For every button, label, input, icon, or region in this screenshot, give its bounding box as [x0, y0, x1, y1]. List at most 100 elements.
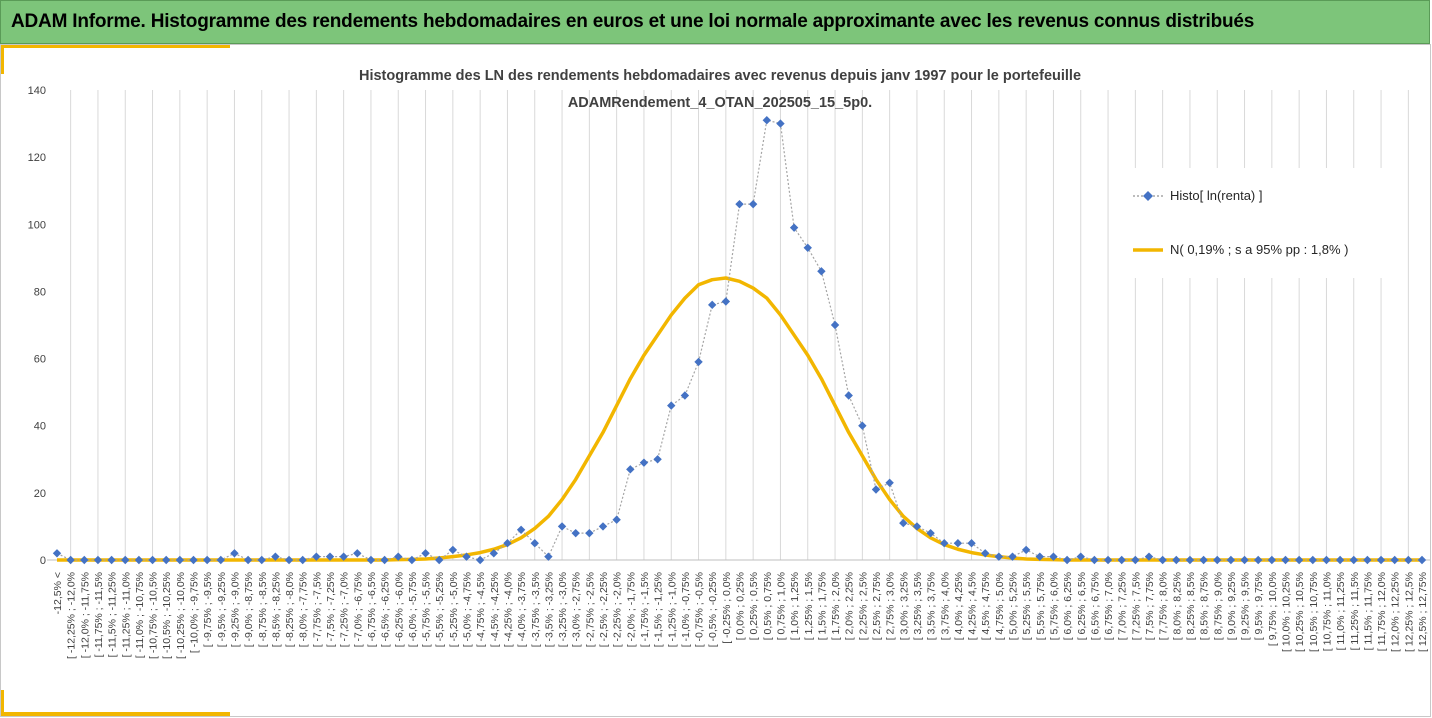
accent-bar-left-bottom	[0, 690, 4, 717]
grid-layer	[70, 90, 1409, 560]
x-tick-label: [ 12,25% ; 12,5%	[1403, 572, 1415, 652]
x-tick-label: [ -4,25% ; -4,0%	[502, 572, 514, 647]
x-tick-label: [ -11,25% ; -11,0%	[120, 572, 132, 657]
histo-point	[721, 297, 731, 306]
histo-point	[475, 555, 485, 565]
x-tick-label: [ 10,75% ; 11,0%	[1321, 572, 1333, 651]
histo-point	[1185, 555, 1195, 565]
x-tick-label: [ 9,25% ; 9,5%	[1240, 572, 1252, 640]
x-tick-label: [ 2,75% ; 3,0%	[885, 572, 897, 640]
histo-point	[926, 528, 935, 538]
accent-bar-left-top	[0, 44, 4, 74]
histo-point	[626, 465, 635, 474]
histo-point	[1199, 555, 1208, 565]
histo-point	[1090, 555, 1099, 565]
x-tick-label: [ -10,75% ; -10,5%	[148, 572, 160, 659]
histo-point	[284, 555, 294, 565]
x-tick-label: [ -5,75% ; -5,5%	[421, 572, 433, 647]
histo-point	[708, 300, 717, 310]
histo-point	[339, 552, 348, 561]
histo-point	[134, 555, 144, 565]
x-tick-label: [ -9,75% ; -9,5%	[202, 572, 214, 647]
histo-point	[121, 555, 130, 565]
x-tick-label: [ 9,5% ; 9,75%	[1253, 572, 1265, 640]
y-tick-label: 20	[34, 488, 46, 500]
x-tick-label: [ 2,0% ; 2,25%	[844, 572, 856, 640]
histo-point	[953, 539, 963, 548]
x-tick-label: [ -10,25% ; -10,0%	[175, 572, 187, 659]
histo-point	[1335, 555, 1345, 565]
histo-point	[762, 116, 771, 125]
histo-point	[748, 199, 758, 209]
histo-point	[66, 555, 75, 565]
histo-point	[680, 391, 690, 400]
histo-point	[503, 539, 512, 548]
chart-title-line-1: Histogramme des LN des rendements hebdom…	[359, 68, 1081, 84]
histo-point	[1076, 552, 1085, 561]
histo-point	[1390, 555, 1399, 565]
x-tick-label: [ 8,75% ; 9,0%	[1212, 572, 1224, 640]
histo-point	[585, 528, 594, 538]
axis-layer: 0 20 40 60 80 100 120 140 -12,5% <[ -12,25% ; -1…	[28, 85, 1430, 659]
histo-point	[571, 528, 580, 538]
histo-point	[1294, 555, 1304, 565]
x-tick-label: [ 3,25% ; 3,5%	[912, 572, 924, 640]
x-tick-label: [ 0,75% ; 1,0%	[775, 572, 787, 640]
x-tick-label: [ -2,5% ; -2,25%	[598, 572, 610, 647]
histo-point	[667, 401, 676, 410]
chart-title-group: Histogramme des LN des rendements hebdom…	[359, 68, 1081, 111]
histo-point	[1322, 555, 1331, 565]
x-tick-label: [ -9,25% ; -9,0%	[229, 572, 241, 647]
histo-point	[162, 555, 171, 565]
histo-point	[1376, 555, 1386, 565]
x-tick-label: [ 11,25% ; 11,5%	[1349, 572, 1361, 650]
legend-histo-marker	[1143, 191, 1153, 201]
histo-point	[1213, 555, 1222, 565]
y-tick-label: 40	[34, 421, 46, 433]
histo-point	[189, 555, 198, 565]
x-tick-label: [ -0,25% ; 0,0%	[721, 572, 733, 644]
x-tick-label: [ -8,5% ; -8,25%	[270, 572, 282, 647]
x-tick-label: [ -5,25% ; -5,0%	[448, 572, 460, 647]
x-tick-label: [ -7,75% ; -7,5%	[311, 572, 323, 647]
chart-title-line-2: ADAMRendement_4_OTAN_202505_15_5p0.	[568, 95, 872, 111]
histo-point	[1021, 545, 1031, 555]
histo-point	[639, 458, 649, 467]
histo-point	[653, 455, 662, 464]
histo-point	[1254, 555, 1263, 565]
x-tick-label: [ 9,75% ; 10,0%	[1267, 572, 1279, 646]
x-tick-label: [ 7,25% ; 7,5%	[1130, 572, 1142, 640]
x-tick-label: [ 11,0% ; 11,25%	[1335, 572, 1347, 650]
report-banner: ADAM Informe. Histogramme des rendements…	[0, 0, 1430, 44]
histo-point	[489, 549, 498, 558]
x-tick-label: [ -10,0% ; -9,75%	[189, 572, 201, 653]
histo-point	[789, 223, 799, 232]
x-tick-label: [ -6,0% ; -5,75%	[407, 572, 419, 647]
histo-point	[312, 552, 321, 561]
x-tick-label: [ 5,5% ; 5,75%	[1035, 572, 1047, 640]
histo-point	[530, 539, 539, 548]
histo-point	[353, 549, 362, 558]
y-tick-label: 0	[40, 555, 46, 567]
histo-point	[407, 555, 417, 565]
x-tick-label: [ 10,0% ; 10,25%	[1281, 572, 1293, 652]
accent-bar-top	[0, 44, 230, 48]
histo-point	[1131, 555, 1140, 565]
histo-point	[380, 555, 389, 565]
x-tick-label: [ 12,0% ; 12,25%	[1390, 572, 1402, 652]
y-tick-label: 100	[28, 219, 46, 231]
histo-point	[1117, 555, 1126, 565]
y-tick-label: 120	[28, 152, 46, 164]
x-tick-label: [ -5,0% ; -4,75%	[462, 572, 474, 647]
x-tick-label: [ -5,5% ; -5,25%	[434, 572, 446, 647]
y-tick-label: 140	[28, 85, 46, 97]
x-tick-label: [ -11,0% ; -10,75%	[134, 572, 146, 658]
histo-point	[912, 522, 922, 531]
histo-point	[940, 539, 949, 548]
histo-point	[899, 518, 908, 528]
histo-point	[80, 555, 89, 565]
x-tick-label: [ -8,75% ; -8,5%	[257, 572, 269, 647]
x-tick-label: [ 6,25% ; 6,5%	[1076, 572, 1088, 640]
x-tick-label: [ -6,25% ; -6,0%	[393, 572, 405, 647]
x-tick-label: [ 2,5% ; 2,75%	[871, 572, 883, 640]
